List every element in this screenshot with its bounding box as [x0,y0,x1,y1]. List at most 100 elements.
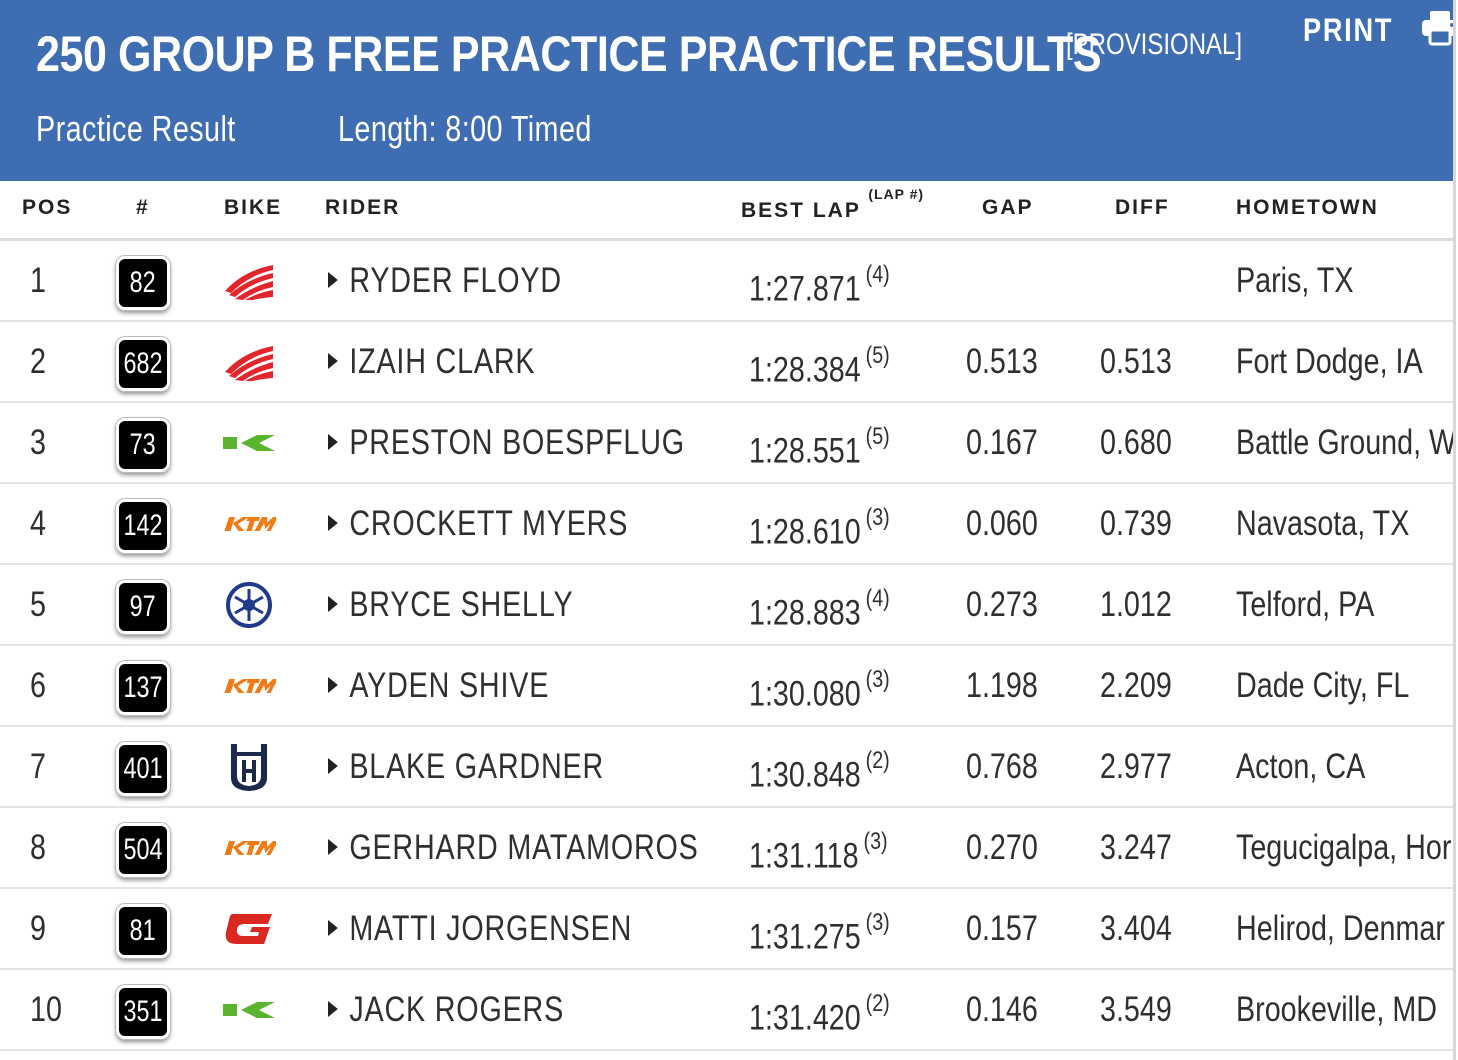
ktm-icon [222,501,276,547]
rider-link[interactable]: BRYCE SHELLY [328,565,573,644]
best-lap-number: (3) [865,909,890,936]
rider-link[interactable]: RYDER FLOYD [328,241,562,320]
hometown-text: Paris, TX [1236,261,1354,300]
rider-link[interactable]: AYDEN SHIVE [328,646,549,725]
rider-number: 82 [129,266,157,299]
expand-triangle-icon [328,433,338,450]
session-length: Length: 8:00 Timed [338,108,592,149]
gap-value: 0.167 [966,423,1038,462]
hometown: Battle Ground, W [1236,403,1458,482]
expand-triangle-icon [328,757,338,774]
header-divider [0,238,1453,241]
best-lap-time: 1:31.420 [749,998,861,1038]
honda-icon [222,339,276,385]
diff-value: 3.549 [1100,990,1172,1029]
rider-link[interactable]: BLAKE GARDNER [328,727,604,806]
gap-value: 0.157 [966,909,1038,948]
printer-icon [1421,10,1458,51]
hometown: Dade City, FL [1236,646,1458,725]
table-row: 6 137 AYDEN SHIVE 1:30.080 (3) 1.198 2.209 Dade… [0,646,1453,727]
expand-triangle-icon [328,1000,338,1017]
expand-triangle-icon [328,838,338,855]
best-lap-time: 1:28.883 [749,593,861,633]
best-lap: 1:28.551 (5) [749,403,890,482]
gap-value: 0.513 [966,342,1038,381]
ktm-icon [222,663,276,709]
page-title: 250 GROUP B FREE PRACTICE PRACTICE RESUL… [36,26,1102,82]
best-lap: 1:31.420 (2) [749,970,890,1049]
hometown: Telford, PA [1236,565,1458,644]
col-number: # [136,196,150,219]
position: 7 [30,747,46,786]
diff-value: 3.404 [1100,909,1172,948]
best-lap: 1:27.871 (4) [749,241,890,320]
best-lap-number: (3) [865,666,890,693]
diff-value: 1.012 [1100,585,1172,624]
print-button[interactable]: PRINT [1303,10,1458,50]
col-gap: GAP [982,196,1034,219]
best-lap: 1:28.384 (5) [749,322,890,401]
rider-link[interactable]: MATTI JORGENSEN [328,889,632,968]
rider-number: 682 [123,347,163,380]
rider-number: 73 [129,428,157,461]
rider-number: 142 [123,509,163,542]
rider-link[interactable]: JACK ROGERS [328,970,564,1049]
hometown-text: Telford, PA [1236,585,1375,624]
hometown: Fort Dodge, IA [1236,322,1458,401]
status-badge: [PROVISIONAL] [1066,28,1243,61]
rider-link[interactable]: IZAIH CLARK [328,322,535,401]
rider-number-badge: 73 [116,418,170,472]
hometown-text: Brookeville, MD [1236,990,1437,1029]
col-hometown: HOMETOWN [1236,196,1379,219]
rider-number: 504 [123,833,163,866]
results-header: 250 GROUP B FREE PRACTICE PRACTICE RESUL… [0,0,1458,181]
best-lap-time: 1:30.848 [749,755,861,795]
table-row: 2 682 IZAIH CLARK 1:28.384 (5) 0.513 0.513 Fort… [0,322,1453,403]
position: 8 [30,828,46,867]
diff-value: 3.247 [1100,828,1172,867]
best-lap: 1:31.118 (3) [749,808,888,887]
hometown-text: Navasota, TX [1236,504,1410,543]
col-bike: BIKE [224,196,283,219]
diff-value: 2.209 [1100,666,1172,705]
rider-name: CROCKETT MYERS [349,504,629,543]
best-lap: 1:30.848 (2) [749,727,890,806]
honda-icon [222,258,276,304]
best-lap-time: 1:30.080 [749,674,861,714]
rider-name: IZAIH CLARK [349,342,536,381]
rider-name: AYDEN SHIVE [349,666,550,705]
rider-number-badge: 81 [116,904,170,958]
best-lap-number: (4) [865,585,890,612]
rider-number: 137 [123,671,163,704]
rider-name: MATTI JORGENSEN [349,909,633,948]
rider-link[interactable]: PRESTON BOESPFLUG [328,403,685,482]
rider-link[interactable]: CROCKETT MYERS [328,484,628,563]
col-rider: RIDER [325,196,401,219]
hometown-text: Acton, CA [1236,747,1366,786]
best-lap-time: 1:28.551 [749,431,861,471]
best-lap: 1:30.080 (3) [749,646,890,725]
expand-triangle-icon [328,919,338,936]
husqvarna-icon [222,744,276,791]
position: 4 [30,504,46,543]
table-row: 9 81 MATTI JORGENSEN 1:31.275 (3) 0.157 3.404 H… [0,889,1453,970]
col-best-lap: BEST LAP (LAP #) [741,186,924,223]
kawasaki-icon [222,420,276,466]
table-row: 5 97 BRYCE SHELLY 1:28.883 (4) 0.273 1.012 Telf… [0,565,1453,646]
gap-value: 0.060 [966,504,1038,543]
col-best-lap-label: BEST LAP [741,199,861,222]
print-label: PRINT [1303,11,1394,48]
best-lap-time: 1:28.384 [749,350,861,390]
diff-value: 0.513 [1100,342,1172,381]
result-type: Practice Result [36,108,236,149]
hometown-text: Helirod, Denmar [1236,909,1445,948]
rider-number-badge: 137 [116,661,170,715]
position: 3 [30,423,46,462]
hometown-text: Tegucigalpa, Hor [1236,828,1452,867]
rider-link[interactable]: GERHARD MATAMOROS [328,808,699,887]
col-lap-number: (LAP #) [868,186,925,202]
position: 10 [30,990,62,1029]
rider-name: JACK ROGERS [349,990,565,1029]
ktm-icon [222,825,276,871]
rider-name: RYDER FLOYD [349,261,562,300]
